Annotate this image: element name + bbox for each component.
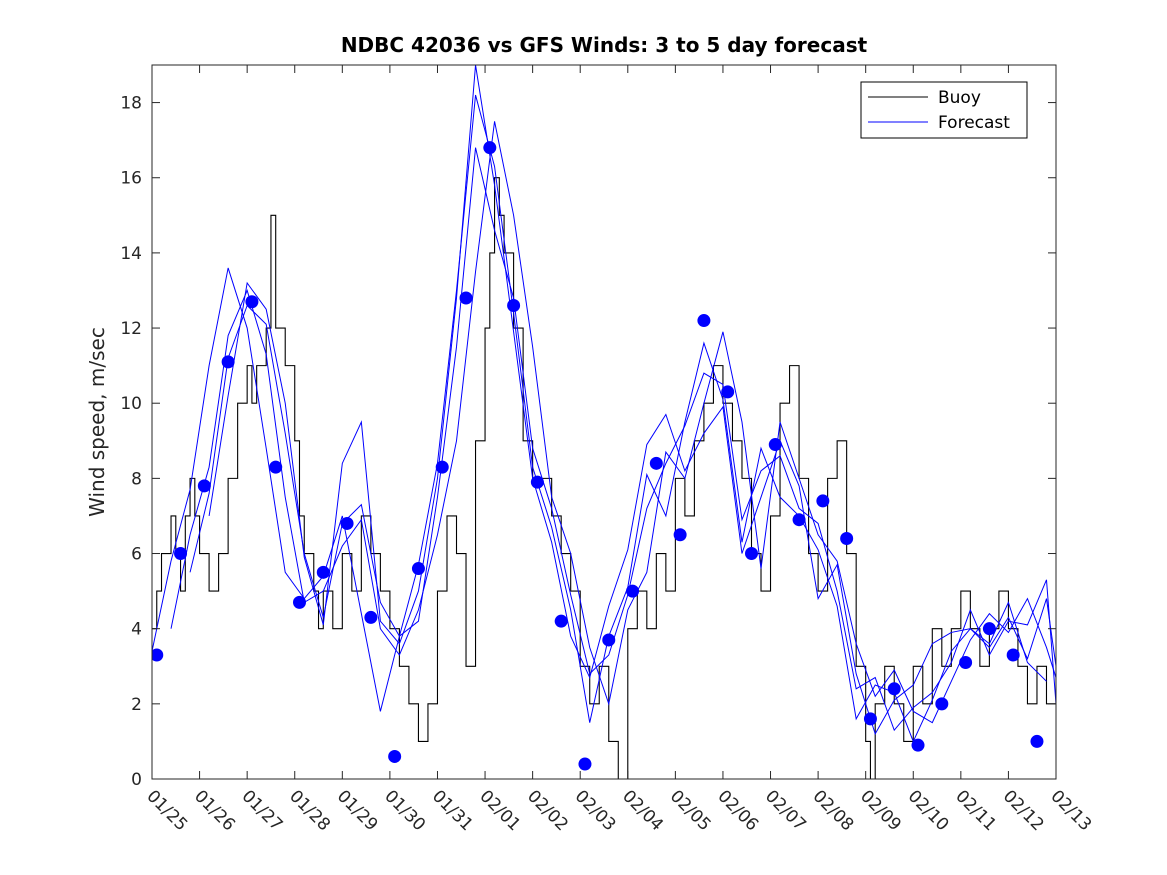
forecast-marker [649, 456, 663, 470]
forecast-marker [197, 479, 211, 493]
forecast-marker [911, 738, 925, 752]
y-tick-label: 10 [120, 394, 142, 414]
forecast-series-line-4 [208, 65, 1047, 736]
forecast-marker [744, 547, 758, 561]
chart-title: NDBC 42036 vs GFS Winds: 3 to 5 day fore… [341, 33, 868, 57]
forecast-marker [935, 697, 949, 711]
y-tick-label: 14 [120, 244, 142, 264]
marker-layer [152, 141, 1044, 771]
forecast-marker [364, 610, 378, 624]
y-tick-label: 4 [131, 620, 142, 640]
y-axis: 0 2 4 6 8 10 12 14 16 18 [120, 94, 1056, 790]
forecast-marker [269, 460, 283, 474]
forecast-marker [1006, 648, 1020, 662]
forecast-marker [245, 295, 259, 309]
forecast-marker [388, 749, 402, 763]
forecast-marker [721, 385, 735, 399]
forecast-marker [697, 314, 711, 328]
forecast-marker [530, 475, 544, 489]
forecast-marker [292, 595, 306, 609]
forecast-marker [435, 460, 449, 474]
forecast-series-line-2 [170, 121, 1056, 724]
forecast-marker [221, 355, 235, 369]
forecast-marker [483, 141, 497, 155]
y-axis-label: Wind speed, m/sec [85, 327, 109, 517]
forecast-marker [316, 565, 330, 579]
forecast-marker [768, 438, 782, 452]
forecast-marker [626, 584, 640, 598]
forecast-marker [602, 633, 616, 647]
legend-forecast-label: Forecast [938, 113, 1010, 133]
forecast-marker [887, 682, 901, 696]
forecast-marker [459, 291, 473, 305]
forecast-marker [174, 547, 188, 561]
forecast-marker [959, 656, 973, 670]
y-tick-label: 18 [120, 94, 142, 114]
forecast-marker [411, 562, 425, 576]
forecast-marker [578, 757, 592, 771]
legend: Buoy Forecast [860, 81, 1028, 139]
y-tick-label: 12 [120, 319, 142, 339]
legend-box [860, 81, 1028, 139]
legend-buoy-label: Buoy [938, 88, 981, 108]
forecast-marker [554, 614, 568, 628]
y-tick-label: 16 [120, 169, 142, 189]
forecast-marker [673, 528, 687, 542]
forecast-marker [982, 622, 996, 636]
forecast-marker [816, 494, 830, 508]
y-tick-label: 2 [131, 695, 142, 715]
axes-box [151, 64, 1057, 780]
forecast-marker [792, 513, 806, 527]
y-tick-label: 6 [131, 545, 142, 565]
forecast-marker [340, 516, 354, 530]
forecast-marker [863, 712, 877, 726]
forecast-marker [152, 648, 164, 662]
y-tick-label: 8 [131, 469, 142, 489]
y-tick-label: 0 [131, 770, 142, 790]
forecast-marker [840, 531, 854, 545]
forecast-marker [1030, 734, 1044, 748]
forecast-marker [507, 299, 521, 313]
